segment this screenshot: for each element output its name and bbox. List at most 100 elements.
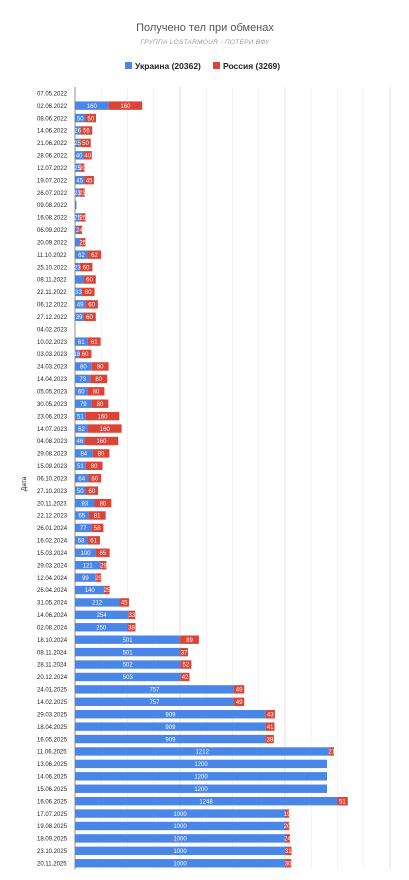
bar-label-ukraine: 51 bbox=[77, 464, 84, 470]
bar-label-ukraine: 757 bbox=[149, 688, 160, 694]
bar-russia bbox=[95, 573, 102, 582]
bar-ukraine bbox=[75, 449, 93, 458]
bar-label-ukraine: 23 bbox=[74, 191, 81, 197]
bar-label-ukraine: 23 bbox=[74, 265, 81, 271]
bar-russia bbox=[92, 449, 110, 458]
bar-ukraine bbox=[75, 846, 285, 856]
bar-ukraine bbox=[75, 672, 181, 682]
bar-label-russia: 60 bbox=[85, 290, 92, 296]
bar-label-ukraine: 1000 bbox=[173, 861, 187, 867]
bar-label-ukraine: 1000 bbox=[173, 849, 187, 855]
bar-ukraine bbox=[75, 784, 327, 793]
bar-ukraine bbox=[75, 337, 88, 346]
y-tick-label: 15.06.2025 bbox=[37, 787, 68, 793]
bar-ukraine bbox=[75, 759, 327, 769]
bar-russia bbox=[180, 660, 192, 669]
bar-label-russia: 45 bbox=[121, 601, 128, 607]
bar-label-russia: 25 bbox=[80, 240, 87, 246]
bar-label-russia: 61 bbox=[91, 340, 98, 346]
y-tick-label: 16.02.2024 bbox=[37, 539, 68, 545]
bar-ukraine bbox=[75, 573, 96, 582]
bar-label-russia: 38 bbox=[128, 625, 135, 631]
bar-label-russia: 62 bbox=[91, 253, 98, 259]
y-tick-label: 02.08.2024 bbox=[37, 625, 68, 631]
bar-label-russia: 56 bbox=[83, 129, 90, 135]
bar-label-ukraine: 501 bbox=[123, 638, 134, 644]
y-tick-label: 08.11.2022 bbox=[37, 278, 67, 284]
y-tick-label: 27.10.2023 bbox=[37, 489, 68, 495]
bar-russia bbox=[285, 834, 291, 843]
bar-russia bbox=[91, 399, 109, 408]
bar-label-russia: 61 bbox=[90, 539, 97, 545]
bar-russia bbox=[265, 734, 274, 744]
y-tick-label: 23.06.2023 bbox=[37, 414, 68, 420]
bar-label-russia: 50 bbox=[87, 116, 94, 122]
bar-russia bbox=[80, 126, 93, 135]
bar-label-russia: 30 bbox=[285, 861, 292, 867]
bar-ukraine bbox=[75, 225, 78, 235]
y-tick-label: 06.12.2022 bbox=[37, 303, 68, 309]
bar-label-russia: 160 bbox=[100, 427, 111, 433]
bar-label-ukraine: 140 bbox=[85, 588, 96, 594]
y-tick-label: 04.08.2023 bbox=[37, 439, 68, 445]
y-tick-label: 11.10.2022 bbox=[37, 253, 67, 259]
bar-ukraine bbox=[75, 213, 81, 222]
bar-label-russia: 160 bbox=[120, 104, 131, 110]
bar-label-ukraine: 121 bbox=[83, 563, 94, 569]
y-tick-label: 31.05.2024 bbox=[37, 601, 68, 607]
bar-label-ukraine: 18 bbox=[74, 352, 81, 358]
bar-label-russia: 40 bbox=[84, 154, 91, 160]
bar-label-ukraine: 49 bbox=[77, 303, 84, 309]
bar-russia bbox=[91, 523, 104, 533]
y-tick-label: 02.06.2022 bbox=[37, 104, 68, 110]
bar-russia bbox=[100, 560, 107, 570]
y-tick-label: 10.02.2023 bbox=[37, 340, 68, 346]
bar-russia bbox=[79, 262, 93, 272]
legend-swatch-russia bbox=[213, 62, 220, 69]
y-axis-ticks: 07.05.2022 02.06.2022 08.06.2022 14.06.2022… bbox=[37, 91, 68, 867]
y-tick-label: 13.06.2025 bbox=[37, 762, 68, 768]
bar-label-russia: 89 bbox=[186, 638, 193, 644]
bar-label-russia: 37 bbox=[181, 650, 188, 656]
bar-ukraine bbox=[75, 262, 80, 272]
bar-label-ukraine: 909 bbox=[165, 737, 176, 743]
bar-label-russia: 41 bbox=[267, 725, 274, 731]
bar-ukraine bbox=[75, 623, 128, 632]
y-tick-label: 29.03.2025 bbox=[37, 712, 68, 718]
y-tick-label: 05.05.2023 bbox=[37, 389, 68, 395]
bar-ukraine bbox=[75, 287, 82, 297]
bar-ukraine bbox=[75, 697, 234, 706]
bar-label-russia: 45 bbox=[86, 178, 93, 184]
bar-label-russia: 81 bbox=[94, 514, 101, 520]
bar-russia bbox=[180, 672, 190, 682]
bar-label-ukraine: 100 bbox=[80, 551, 91, 557]
bar-russia bbox=[337, 796, 348, 806]
bar-ukraine bbox=[75, 486, 86, 495]
bar-ukraine bbox=[75, 710, 266, 719]
bar-russia bbox=[83, 275, 96, 284]
bar-label-russia: 160 bbox=[98, 414, 109, 420]
bar-ukraine bbox=[75, 548, 96, 557]
bar-russia bbox=[85, 411, 120, 421]
bar-label-russia: 23 bbox=[79, 191, 86, 197]
bar-russia bbox=[329, 747, 334, 756]
bar-label-ukraine: 62 bbox=[78, 253, 85, 259]
bar-label-ukraine: 45 bbox=[76, 178, 83, 184]
bar-ukraine bbox=[75, 200, 77, 210]
bar-label-russia: 38 bbox=[267, 737, 274, 743]
bar-ukraine bbox=[75, 722, 266, 731]
y-tick-label: 20.11.2025 bbox=[37, 861, 67, 867]
y-tick-label: 19.07.2022 bbox=[37, 178, 68, 184]
y-tick-label: 25.10.2022 bbox=[37, 265, 68, 271]
y-tick-label: 30.05.2023 bbox=[37, 402, 68, 408]
bar-label-russia: 43 bbox=[267, 712, 274, 718]
y-tick-label: 23.10.2025 bbox=[37, 849, 68, 855]
y-tick-label: 29.08.2023 bbox=[37, 452, 68, 458]
bar-russia bbox=[88, 474, 102, 483]
y-tick-label: 12.04.2024 bbox=[37, 576, 68, 582]
bar-russia bbox=[94, 498, 112, 508]
bar-russia bbox=[83, 312, 96, 321]
bar-ukraine bbox=[75, 411, 86, 421]
bar-label-ukraine: 502 bbox=[123, 663, 134, 669]
bar-label-russia: 60 bbox=[88, 303, 95, 309]
